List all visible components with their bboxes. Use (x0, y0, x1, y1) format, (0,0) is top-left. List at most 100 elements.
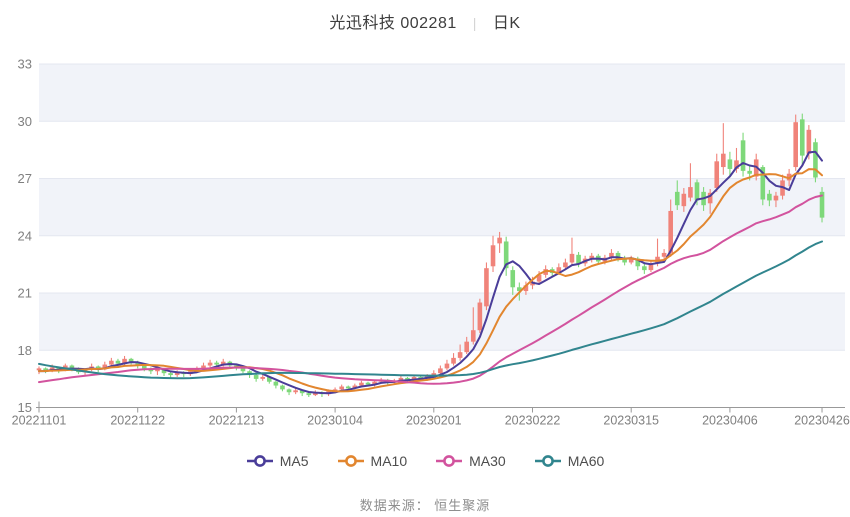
candle (457, 352, 463, 358)
candle (69, 365, 75, 369)
candle (339, 386, 344, 390)
candle (240, 367, 246, 372)
candle (714, 161, 720, 189)
candle (799, 119, 805, 156)
candle (767, 193, 772, 201)
candle (569, 253, 575, 263)
candle (813, 142, 818, 178)
candle (556, 267, 562, 273)
candle (280, 385, 285, 390)
x-axis-label: 20230201 (406, 414, 462, 428)
legend-item-ma30[interactable]: MA30 (435, 453, 506, 469)
candle (405, 377, 410, 380)
candle (523, 285, 529, 292)
candle (286, 389, 292, 393)
candle (359, 382, 364, 386)
plot-band (39, 64, 845, 122)
candle (642, 266, 647, 271)
candle (477, 302, 483, 331)
candlestick-chart-canvas[interactable]: 15 18 21 24 27 30 33 20221101 20221122 20221213 20… (0, 0, 850, 445)
candle (806, 129, 812, 154)
candle (102, 364, 108, 370)
candle (668, 210, 673, 253)
legend-label: MA60 (567, 453, 605, 469)
candle (536, 274, 542, 282)
candle (115, 360, 121, 364)
ma10-line (38, 168, 823, 393)
y-axis-label: 15 (18, 400, 32, 415)
candle (707, 192, 713, 204)
x-axis-label: 20230104 (307, 414, 363, 428)
candle (635, 258, 641, 267)
candle (721, 153, 726, 168)
legend-item-ma5[interactable]: MA5 (246, 453, 309, 469)
candle (122, 358, 127, 364)
y-axis-label: 30 (18, 114, 32, 129)
legend-label: MA5 (279, 453, 309, 469)
candle (694, 182, 700, 201)
candle (484, 268, 489, 307)
candle (773, 195, 779, 201)
candle (128, 358, 134, 363)
legend-item-ma10[interactable]: MA10 (337, 453, 408, 469)
legend-label: MA30 (469, 453, 506, 469)
candle (497, 237, 502, 244)
y-axis-label: 21 (18, 286, 32, 301)
candle (207, 362, 213, 366)
candle (260, 376, 266, 379)
candle (576, 254, 581, 264)
candle (411, 376, 417, 380)
candle (214, 362, 219, 365)
candle (563, 262, 568, 268)
candle (174, 372, 180, 376)
candle (747, 170, 752, 174)
stock-name-and-code: 光迅科技 002281 (329, 15, 457, 32)
candle (161, 369, 167, 374)
candle (648, 263, 654, 271)
candle (622, 258, 627, 263)
candle (451, 357, 456, 364)
candle (674, 191, 680, 206)
candle (510, 270, 516, 288)
data-source-label: 数据来源： 恒生聚源 (359, 498, 491, 513)
candle (267, 376, 272, 382)
y-axis-label: 24 (18, 228, 32, 243)
candle (36, 368, 42, 371)
x-axis-label: 20230426 (794, 414, 850, 428)
candle (273, 381, 279, 386)
candle (615, 252, 621, 259)
ma5-legend-marker (246, 455, 273, 467)
ma10-legend-marker (337, 455, 364, 467)
legend-item-ma60[interactable]: MA60 (534, 453, 605, 469)
ma5-line (38, 150, 823, 395)
candle (431, 373, 437, 377)
x-axis-label: 20230315 (603, 414, 659, 428)
candle (299, 390, 305, 394)
candle (517, 287, 522, 292)
candle (444, 363, 450, 369)
candle (688, 187, 693, 198)
candle (727, 159, 733, 169)
candle (372, 381, 377, 385)
candle (628, 258, 634, 263)
ma30-legend-marker (436, 455, 463, 467)
candle (398, 377, 404, 381)
plot-band (39, 293, 845, 351)
y-axis-label: 18 (18, 343, 32, 358)
candle (490, 245, 496, 267)
candle (661, 252, 667, 257)
candle (760, 167, 766, 200)
candle (141, 365, 147, 369)
candle (345, 386, 351, 389)
candle (109, 360, 114, 365)
x-axis-label: 20221122 (110, 414, 165, 428)
candle (438, 368, 443, 374)
candle (253, 375, 259, 379)
x-axis-label: 20230222 (505, 414, 561, 428)
candle (155, 369, 160, 372)
candle (609, 252, 614, 258)
candle (201, 365, 206, 369)
candle (313, 392, 318, 396)
legend-label: MA10 (370, 453, 408, 469)
